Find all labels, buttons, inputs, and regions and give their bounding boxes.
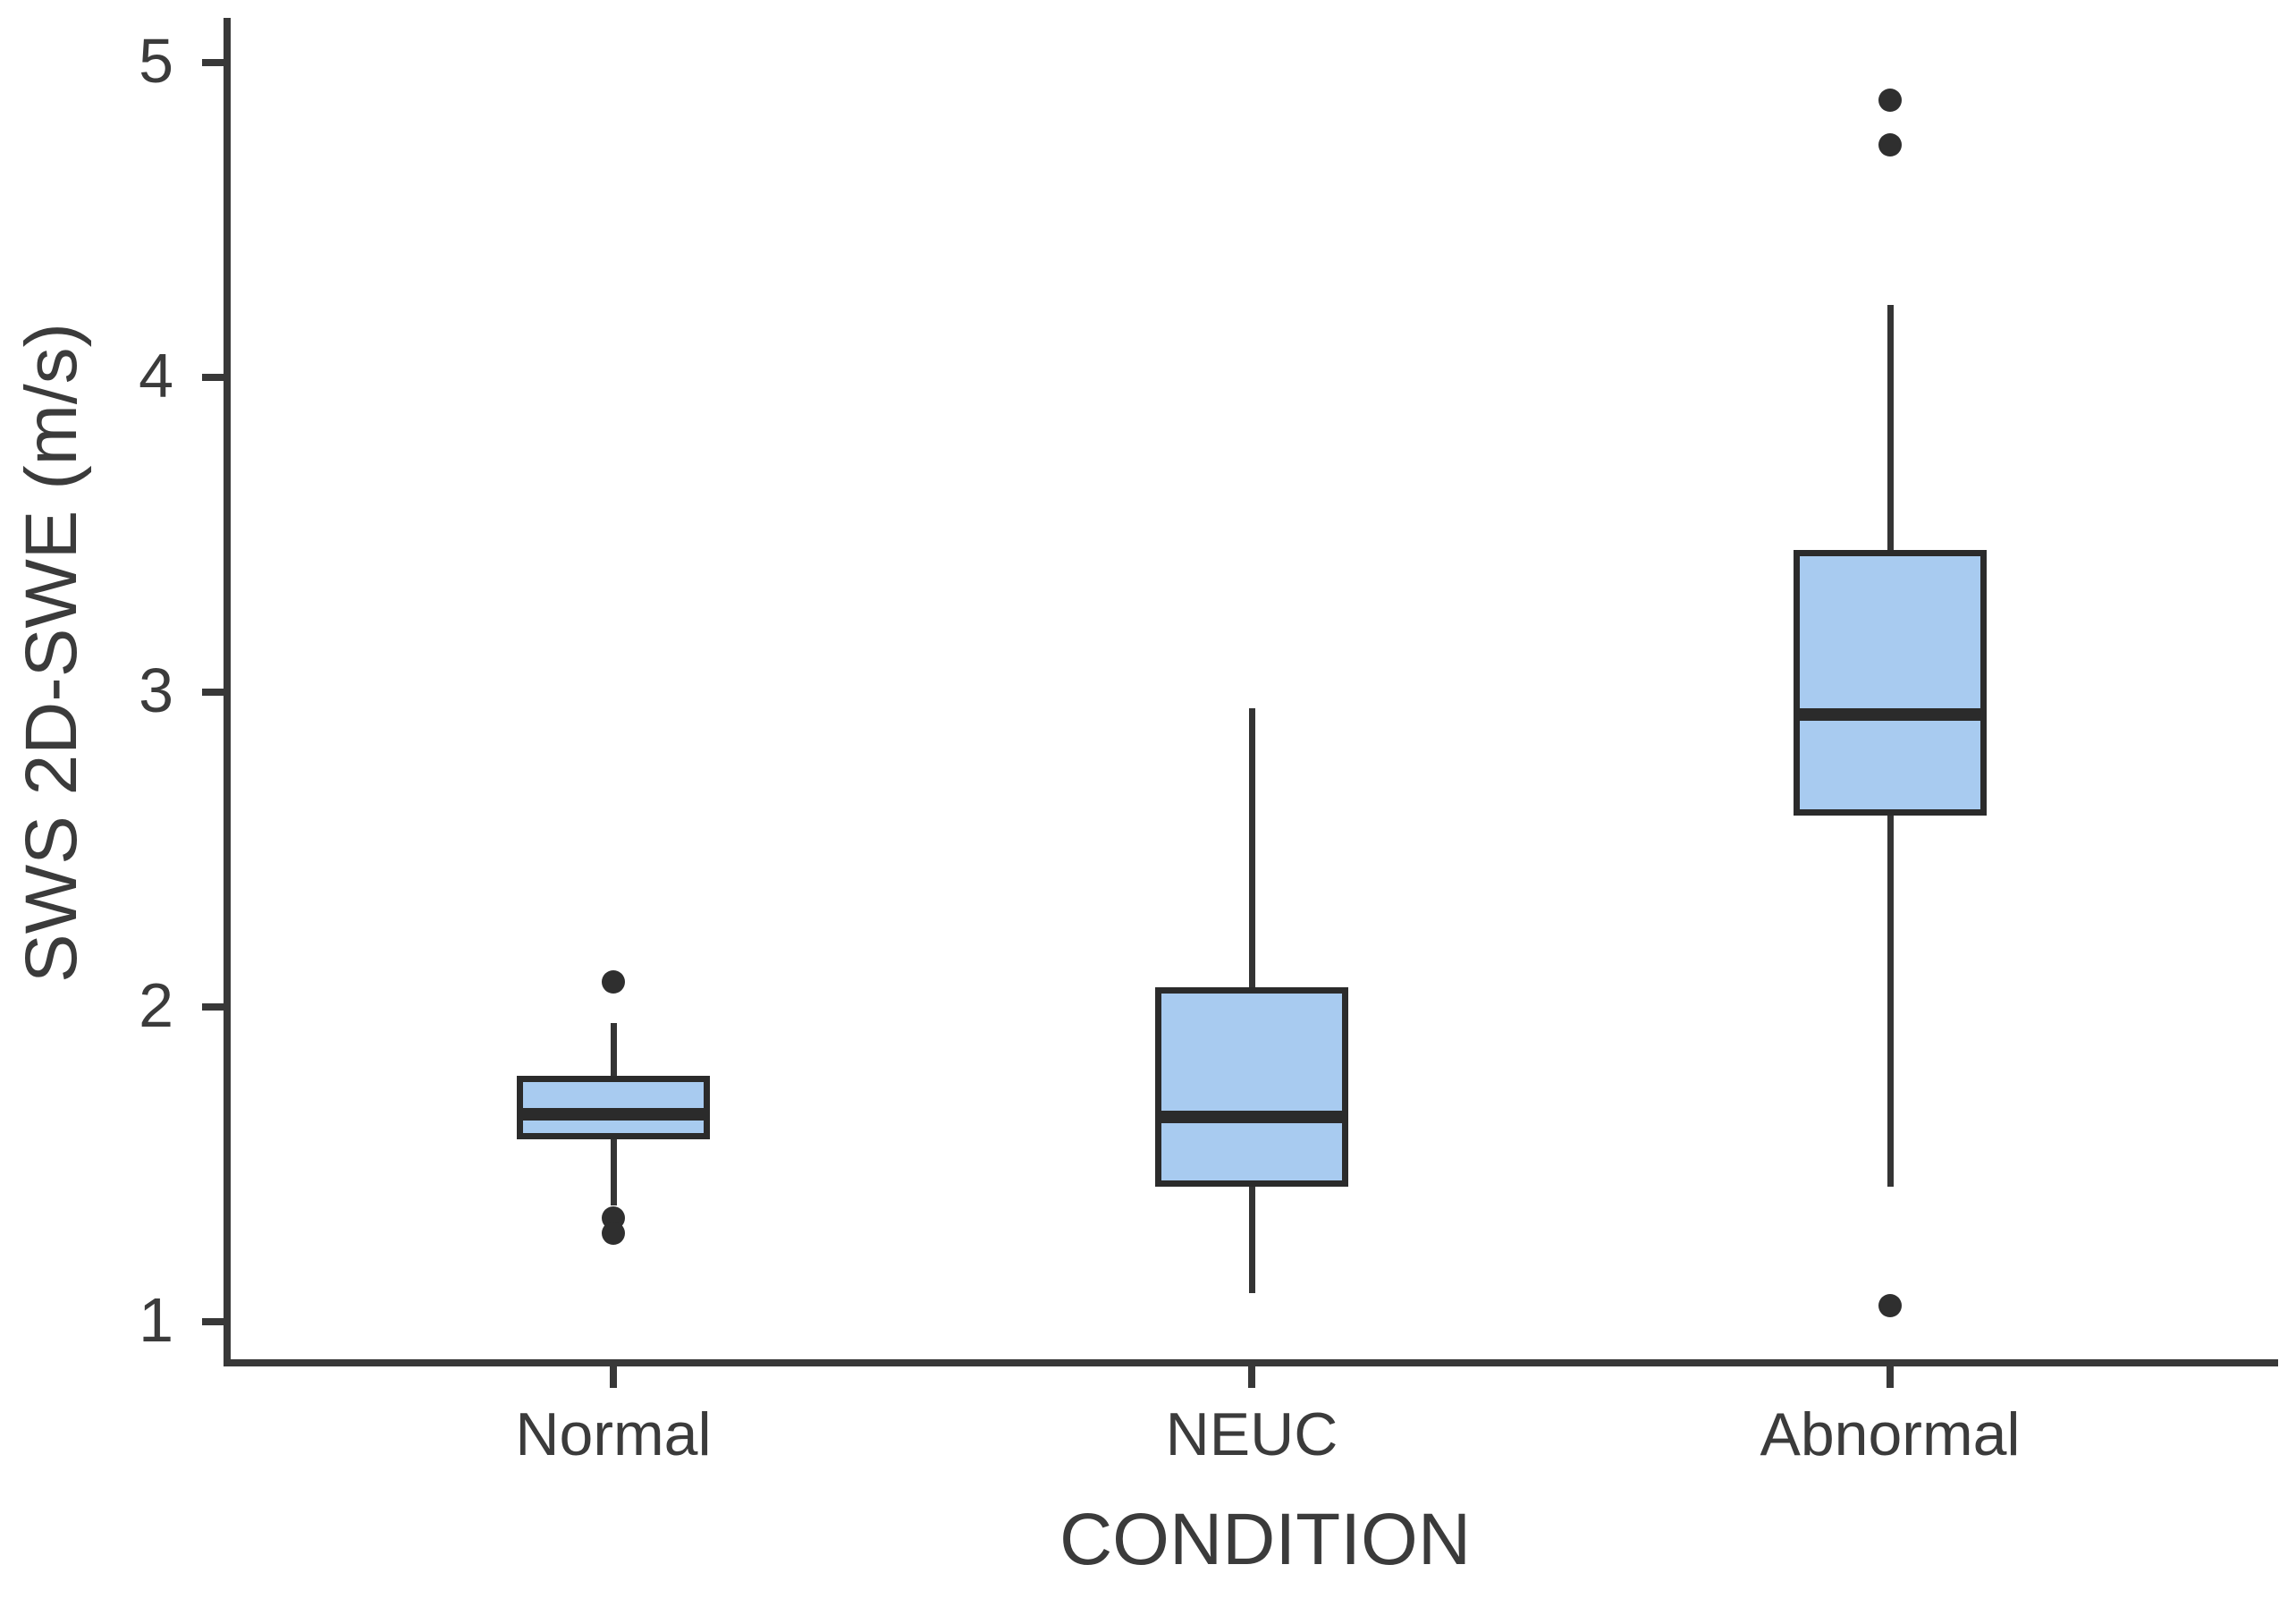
outlier-dot xyxy=(602,969,625,994)
box-normal xyxy=(517,1075,710,1140)
y-axis-line xyxy=(224,18,231,1366)
y-tick-label: 5 xyxy=(139,26,173,96)
x-axis-line xyxy=(224,1359,2278,1366)
box-abnormal xyxy=(1794,550,1987,816)
whisker-lower-neuc xyxy=(1248,1183,1255,1294)
whisker-upper-abnormal xyxy=(1887,305,1894,554)
y-tick xyxy=(202,689,224,696)
outlier-dot xyxy=(1878,132,1902,156)
box-neuc xyxy=(1155,987,1348,1188)
whisker-lower-abnormal xyxy=(1887,811,1894,1187)
y-tick xyxy=(202,59,224,66)
x-axis-title: CONDITION xyxy=(1059,1499,1472,1580)
y-tick-label: 3 xyxy=(139,655,173,725)
whisker-lower-normal xyxy=(610,1136,617,1205)
y-tick xyxy=(202,1318,224,1325)
y-tick-label: 1 xyxy=(139,1285,173,1355)
whisker-upper-neuc xyxy=(1248,707,1255,992)
x-tick-label-neuc: NEUC xyxy=(1165,1400,1338,1468)
y-tick xyxy=(202,374,224,381)
y-tick xyxy=(202,1003,224,1011)
x-tick-label-normal: Normal xyxy=(515,1400,712,1468)
median-line-abnormal xyxy=(1794,707,1987,721)
outlier-dot xyxy=(1878,89,1902,113)
x-tick xyxy=(610,1366,617,1388)
median-line-neuc xyxy=(1155,1111,1348,1124)
whisker-upper-normal xyxy=(610,1022,617,1079)
y-tick-label: 4 xyxy=(139,341,173,410)
y-tick-label: 2 xyxy=(139,970,173,1040)
x-tick xyxy=(1887,1366,1894,1388)
outlier-dot xyxy=(602,1222,625,1246)
median-line-normal xyxy=(517,1107,710,1121)
x-tick-label-abnormal: Abnormal xyxy=(1760,1400,2021,1468)
x-tick xyxy=(1248,1366,1255,1388)
outlier-dot xyxy=(1878,1294,1902,1318)
